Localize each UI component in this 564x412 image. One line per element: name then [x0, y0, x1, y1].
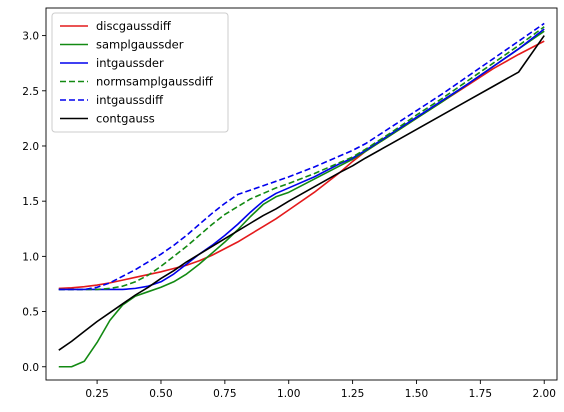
y-tick-label: 1.0: [22, 251, 39, 263]
series-line-normsamplgaussdiff: [58, 26, 545, 291]
legend-label-intgaussder: intgaussder: [96, 56, 164, 70]
series-line-intgaussdiff: [58, 22, 545, 291]
series-line-contgauss: [58, 35, 545, 351]
series-line-samplgaussder: [58, 30, 545, 368]
y-tick-label: 2.5: [22, 86, 39, 98]
y-tick-label: 0.5: [22, 307, 39, 319]
x-tick-label: 0.75: [213, 388, 236, 400]
y-tick-label: 1.5: [22, 196, 39, 208]
legend-label-discgaussdiff: discgaussdiff: [96, 19, 172, 33]
y-tick-label: 3.0: [22, 31, 39, 43]
series-group: [58, 22, 545, 368]
x-tick-label: 1.50: [405, 388, 428, 400]
x-tick-label: 1.25: [341, 388, 364, 400]
x-tick-label: 0.25: [85, 388, 108, 400]
x-tick-label: 1.75: [469, 388, 492, 400]
y-tick-label: 0.0: [22, 362, 39, 374]
legend-label-normsamplgaussdiff: normsamplgaussdiff: [96, 75, 214, 89]
axes-frame: [45, 7, 558, 381]
legend-label-intgaussdiff: intgaussdiff: [96, 93, 164, 107]
legend: discgaussdiff samplgaussder intgaussder nor…: [51, 12, 229, 133]
plot-area: [58, 22, 545, 368]
x-tick-label: 2.00: [533, 388, 556, 400]
legend-label-contgauss: contgauss: [96, 112, 155, 126]
y-tick-label: 2.0: [22, 141, 39, 153]
x-tick-label: 1.00: [277, 388, 300, 400]
legend-box: [51, 12, 229, 133]
axes: 0.25 0.50 0.75 1.00 1.25 1.50 1.75 2.00 0.0 0.5 1.…: [22, 7, 558, 400]
legend-label-samplgaussder: samplgaussder: [96, 38, 184, 52]
x-tick-label: 0.50: [149, 388, 172, 400]
series-line-intgaussder: [58, 28, 545, 291]
